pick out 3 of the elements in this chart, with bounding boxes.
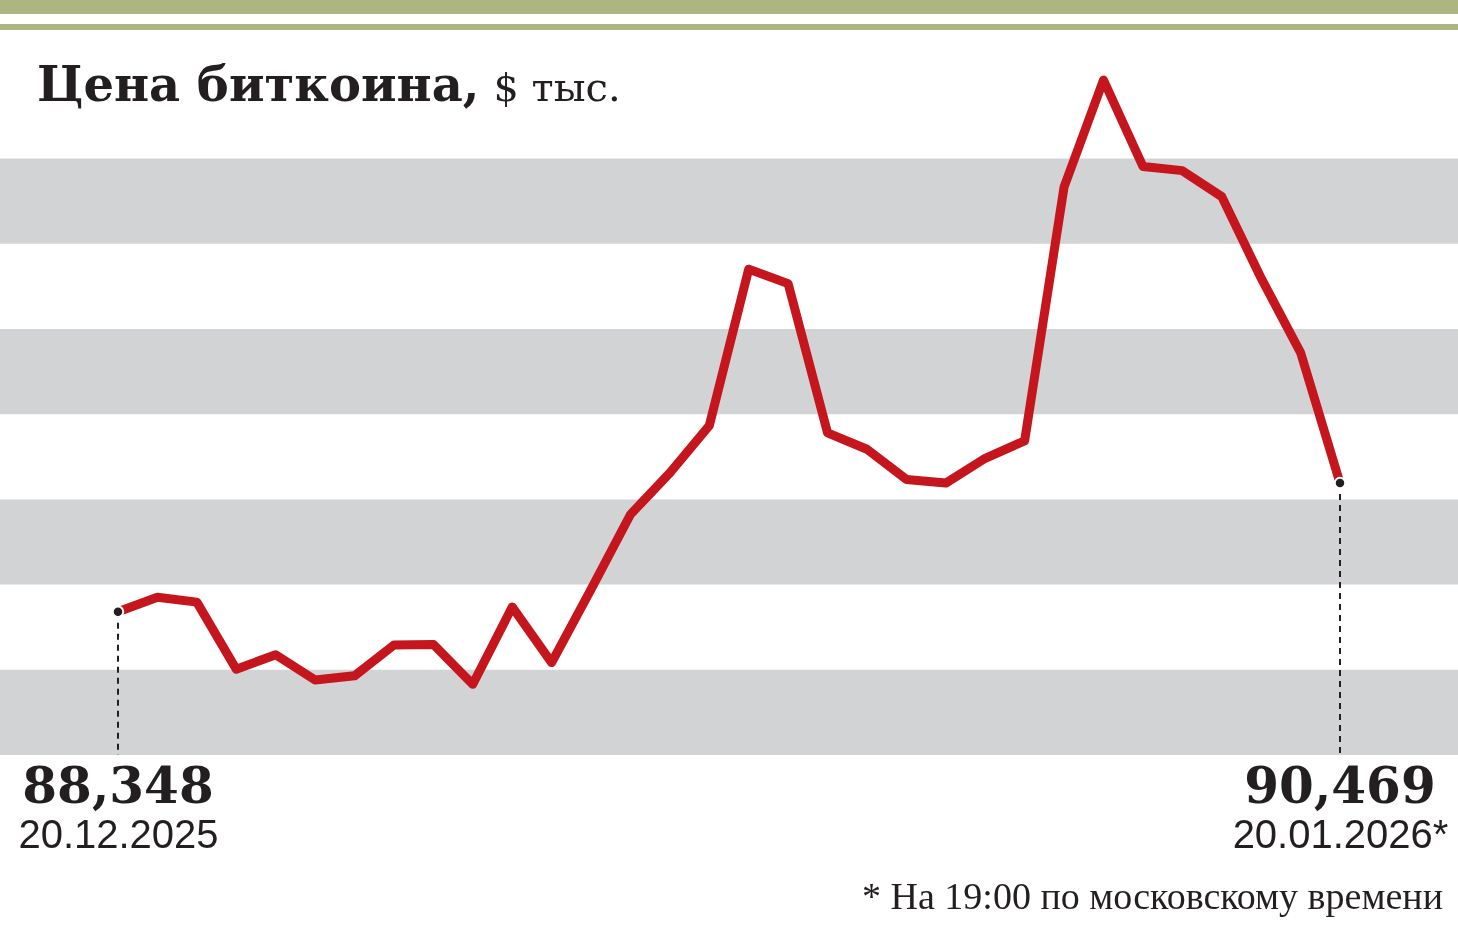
chart-title: Цена биткоина, (37, 56, 480, 112)
y-axis-title: $ тыс. (493, 64, 621, 110)
text: * На 19:00 по московскому времени (862, 874, 1443, 918)
